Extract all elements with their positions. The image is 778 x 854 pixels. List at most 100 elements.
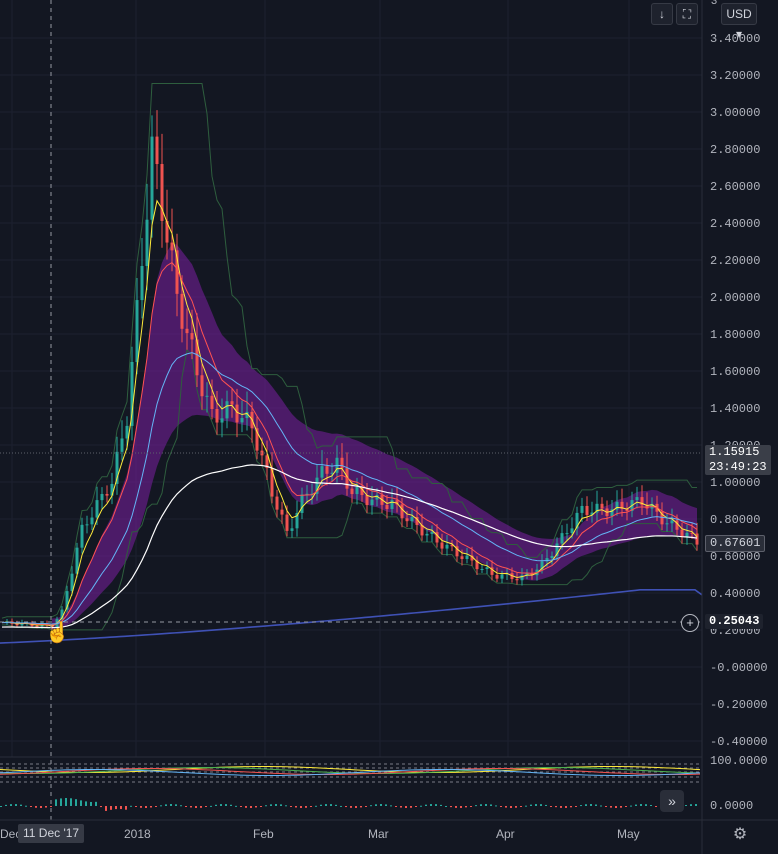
candle-body: [265, 455, 269, 469]
histogram-bar: [265, 805, 267, 807]
histogram-bar: [475, 805, 477, 807]
candle-body: [165, 220, 169, 243]
candle-body: [660, 511, 664, 525]
histogram-bar: [105, 806, 107, 811]
histogram-bar: [15, 804, 17, 806]
histogram-bar: [650, 804, 652, 806]
histogram-bar: [625, 806, 627, 807]
candle-body: [600, 503, 604, 509]
histogram-bar: [545, 804, 547, 806]
candle-body: [85, 524, 89, 526]
fullscreen-icon: ⛶: [682, 7, 692, 21]
candle-body: [470, 555, 474, 561]
histogram-bar: [190, 806, 192, 808]
histogram-bar: [485, 804, 487, 806]
histogram-bar: [75, 799, 77, 806]
histogram-bar: [35, 806, 37, 808]
candle-body: [195, 339, 199, 376]
time-tick-label: Apr: [496, 827, 515, 841]
histogram-bar: [305, 806, 307, 808]
histogram-bar: [460, 806, 462, 808]
time-axis[interactable]: Dec 2018 Feb Mar Apr May: [0, 827, 640, 841]
candle-body: [585, 505, 589, 515]
histogram-bar: [580, 805, 582, 807]
histogram-bar: [185, 806, 187, 807]
candle-body: [430, 532, 434, 534]
candle-body: [315, 477, 319, 494]
fullscreen-button[interactable]: ⛶: [676, 3, 698, 25]
candle-body: [115, 451, 119, 484]
histogram-bar: [605, 806, 607, 807]
candle-body: [390, 500, 394, 509]
histogram-bar: [55, 799, 57, 806]
histogram-bar: [360, 806, 362, 808]
scroll-down-button[interactable]: ↓: [651, 3, 673, 25]
candlestick-series: [5, 110, 699, 631]
histogram-bar: [315, 805, 317, 807]
histogram-bar: [550, 806, 552, 807]
histogram-bar: [60, 798, 62, 806]
histogram-bar: [385, 804, 387, 806]
histogram-bar: [465, 806, 467, 808]
osc-line: [0, 768, 701, 776]
histogram-bar: [165, 804, 167, 806]
candle-body: [320, 466, 324, 478]
crosshair-date-tag: 11 Dec '17: [18, 824, 85, 843]
histogram-bar: [365, 806, 367, 807]
histogram-bar: [595, 804, 597, 806]
histogram-bar: [250, 806, 252, 808]
histogram-bar: [420, 805, 422, 807]
histogram-bar: [130, 805, 132, 807]
candle-body: [70, 573, 74, 592]
candle-body: [570, 528, 574, 534]
histogram-bar: [350, 806, 352, 808]
osc-line: [0, 766, 701, 773]
candle-body: [565, 533, 569, 535]
candle-body: [255, 428, 259, 451]
price-tick-label: 2.00000: [710, 291, 760, 305]
histogram-bar: [20, 804, 22, 806]
histogram-bar: [245, 806, 247, 808]
histogram-bar: [135, 806, 137, 807]
histogram-bar: [95, 801, 97, 806]
add-alert-button[interactable]: +: [681, 614, 699, 632]
histogram-bar: [145, 806, 147, 808]
currency-select[interactable]: USD ▾: [721, 3, 757, 41]
histogram-bar: [160, 805, 162, 807]
histogram-bar: [290, 806, 292, 807]
histogram-bar: [535, 804, 537, 806]
histogram-bar: [645, 804, 647, 806]
settings-button[interactable]: ⚙: [730, 825, 750, 845]
candle-body: [170, 242, 174, 251]
price-tick-label: 1.60000: [710, 365, 760, 379]
price-axis[interactable]: 3.40000 3.20000 3.00000 2.80000 2.60000 2.400…: [710, 32, 768, 749]
price-tick-label: 3.40000: [710, 32, 760, 46]
candle-body: [150, 136, 154, 220]
arrow-down-icon: ↓: [659, 7, 665, 21]
histogram-bar: [375, 804, 377, 806]
candle-body: [425, 533, 429, 536]
histogram-bar: [300, 806, 302, 808]
candle-body: [635, 497, 639, 501]
histogram-bar: [320, 804, 322, 806]
histogram-bar: [115, 806, 117, 810]
histogram-bar: [125, 806, 127, 810]
candle-body: [675, 520, 679, 530]
price-tick-label: 2.40000: [710, 217, 760, 231]
candle-body: [350, 488, 354, 495]
histogram-bar: [470, 806, 472, 807]
histogram-bar: [275, 804, 277, 806]
candle-body: [300, 494, 304, 513]
scroll-to-realtime-button[interactable]: »: [660, 790, 684, 812]
candle-body: [480, 568, 484, 570]
histogram-bar: [295, 806, 297, 808]
histogram-bar: [400, 806, 402, 808]
histogram-bar: [370, 805, 372, 807]
moving-averages: [0, 199, 703, 644]
candle-body: [65, 591, 69, 610]
candle-body: [200, 375, 204, 397]
candle-body: [580, 505, 584, 513]
histogram-bar: [200, 806, 202, 808]
candle-body: [140, 266, 144, 301]
